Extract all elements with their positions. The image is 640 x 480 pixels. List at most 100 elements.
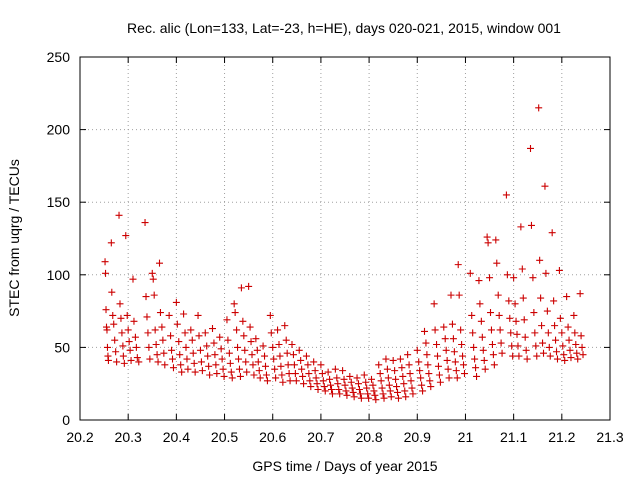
data-point — [379, 390, 387, 398]
data-point — [424, 361, 432, 369]
data-point — [399, 372, 407, 380]
x-tick-label: 21 — [458, 429, 474, 445]
data-point — [181, 329, 189, 337]
data-point — [470, 343, 478, 351]
data-point — [183, 355, 191, 363]
data-point — [577, 332, 585, 340]
data-point — [334, 380, 342, 388]
data-point — [267, 329, 275, 337]
x-tick-label: 21.1 — [500, 429, 527, 445]
data-point — [142, 293, 150, 301]
data-point — [514, 342, 522, 350]
data-point — [505, 297, 513, 305]
data-point — [536, 256, 544, 264]
data-point — [415, 358, 423, 366]
data-point — [175, 338, 183, 346]
data-point — [132, 343, 140, 351]
data-point — [123, 311, 131, 319]
data-point — [184, 365, 192, 373]
data-point — [448, 320, 456, 328]
data-point — [339, 367, 347, 375]
data-point — [362, 378, 370, 386]
data-point — [368, 375, 375, 383]
data-point — [453, 374, 461, 382]
data-point — [360, 371, 368, 379]
data-point — [447, 291, 455, 299]
data-point — [253, 346, 261, 354]
data-point — [230, 300, 238, 308]
data-point — [246, 323, 254, 331]
data-point — [266, 311, 274, 319]
x-tick-label: 21.2 — [548, 429, 575, 445]
data-point — [398, 364, 406, 372]
y-tick-label: 100 — [47, 267, 71, 283]
data-points — [101, 104, 587, 404]
data-point — [277, 362, 285, 370]
data-point — [333, 374, 341, 382]
data-point — [312, 374, 320, 382]
y-tick-label: 200 — [47, 122, 71, 138]
data-point — [570, 311, 578, 319]
data-point — [458, 340, 466, 348]
data-point — [440, 323, 448, 331]
data-point — [203, 342, 211, 350]
data-point — [205, 362, 213, 370]
data-point — [261, 352, 269, 360]
data-point — [476, 300, 484, 308]
data-point — [235, 355, 243, 363]
data-point — [498, 349, 506, 357]
data-point — [211, 351, 219, 359]
data-point — [522, 346, 530, 354]
data-point — [574, 355, 582, 363]
data-point — [248, 351, 256, 359]
data-point — [304, 361, 312, 369]
data-point — [529, 274, 537, 282]
data-point — [502, 191, 510, 199]
data-point — [512, 317, 520, 325]
data-point — [141, 219, 149, 227]
data-point — [173, 320, 181, 328]
data-point — [370, 387, 378, 395]
data-point — [509, 352, 517, 360]
data-point — [278, 371, 286, 379]
data-point — [110, 320, 118, 328]
data-point — [486, 274, 494, 282]
data-point — [357, 394, 365, 402]
data-point — [365, 394, 373, 402]
data-point — [408, 384, 416, 392]
data-point — [290, 361, 298, 369]
data-point — [421, 327, 428, 335]
data-point — [473, 372, 481, 380]
data-point — [176, 351, 184, 359]
data-point — [579, 351, 587, 359]
data-point — [119, 352, 127, 360]
data-point — [444, 365, 452, 373]
data-point — [561, 356, 569, 364]
data-point — [231, 309, 239, 317]
data-point — [197, 358, 205, 366]
data-point — [533, 352, 541, 360]
data-point — [187, 326, 195, 334]
data-point — [540, 349, 548, 357]
data-point — [148, 269, 156, 277]
data-point — [313, 380, 321, 388]
data-point — [318, 370, 326, 378]
data-point — [564, 323, 572, 331]
data-point — [151, 326, 159, 334]
x-tick-label: 20.5 — [211, 429, 238, 445]
data-point — [283, 349, 291, 357]
data-point — [423, 351, 431, 359]
data-point — [263, 377, 271, 385]
data-point — [553, 348, 561, 356]
data-point — [129, 275, 137, 283]
data-point — [152, 340, 160, 348]
data-point — [416, 367, 424, 375]
data-point — [422, 339, 430, 347]
data-point — [451, 358, 459, 366]
data-point — [489, 351, 497, 359]
data-point — [567, 354, 575, 362]
data-point — [104, 356, 112, 364]
data-point — [521, 333, 529, 341]
data-point — [328, 390, 336, 398]
data-point — [355, 386, 363, 394]
